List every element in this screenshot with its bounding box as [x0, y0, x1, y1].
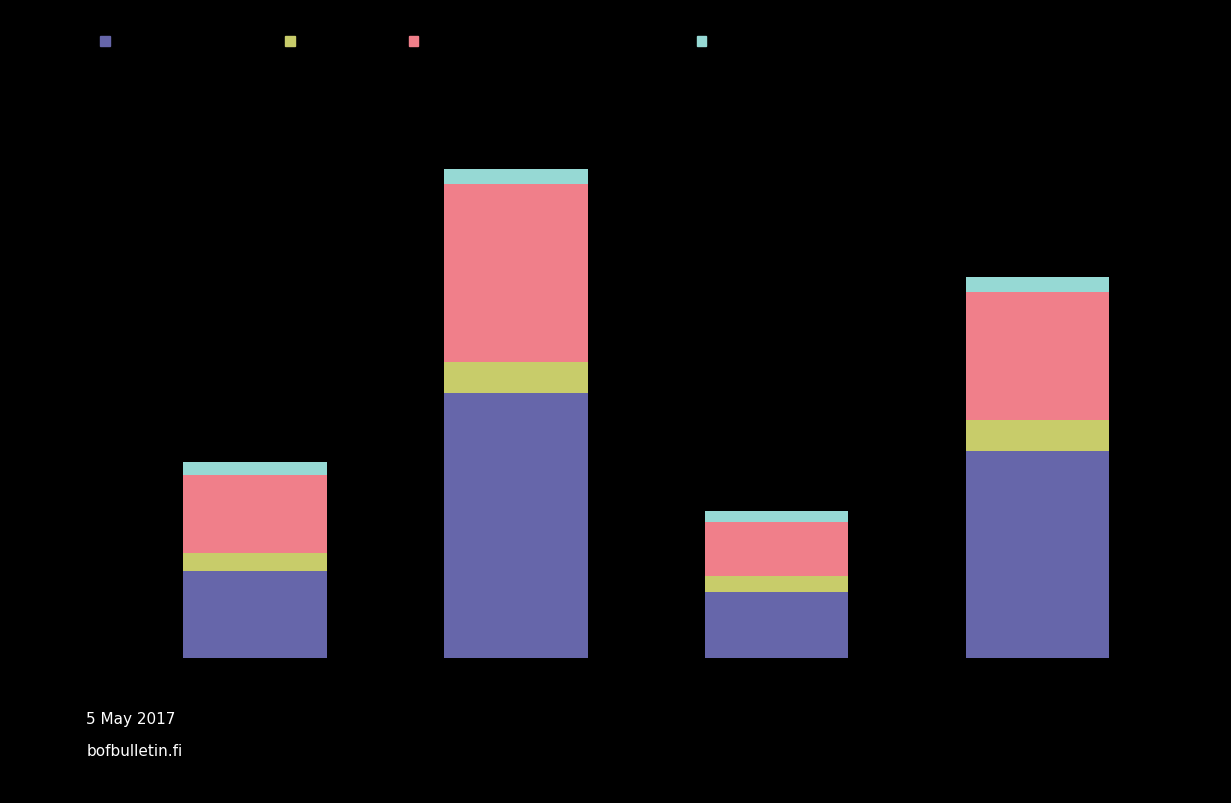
Bar	[444, 394, 587, 658]
Bar	[966, 421, 1109, 452]
Bar	[183, 553, 326, 572]
Bar	[966, 292, 1109, 421]
Legend: Loans to households, Other loans, Loans to non-financial corporations, Other: Loans to households, Other loans, Loans …	[95, 31, 757, 55]
Bar	[183, 572, 326, 658]
Bar	[183, 463, 326, 475]
Bar	[966, 452, 1109, 658]
Bar	[444, 185, 587, 362]
Bar	[705, 593, 848, 658]
Bar	[183, 475, 326, 553]
Bar	[966, 277, 1109, 292]
Text: bofbulletin.fi: bofbulletin.fi	[86, 743, 182, 758]
Bar	[444, 170, 587, 185]
Bar	[705, 576, 848, 593]
Bar	[444, 362, 587, 394]
Bar	[705, 512, 848, 522]
Bar	[705, 522, 848, 576]
Text: 5 May 2017: 5 May 2017	[86, 711, 176, 726]
